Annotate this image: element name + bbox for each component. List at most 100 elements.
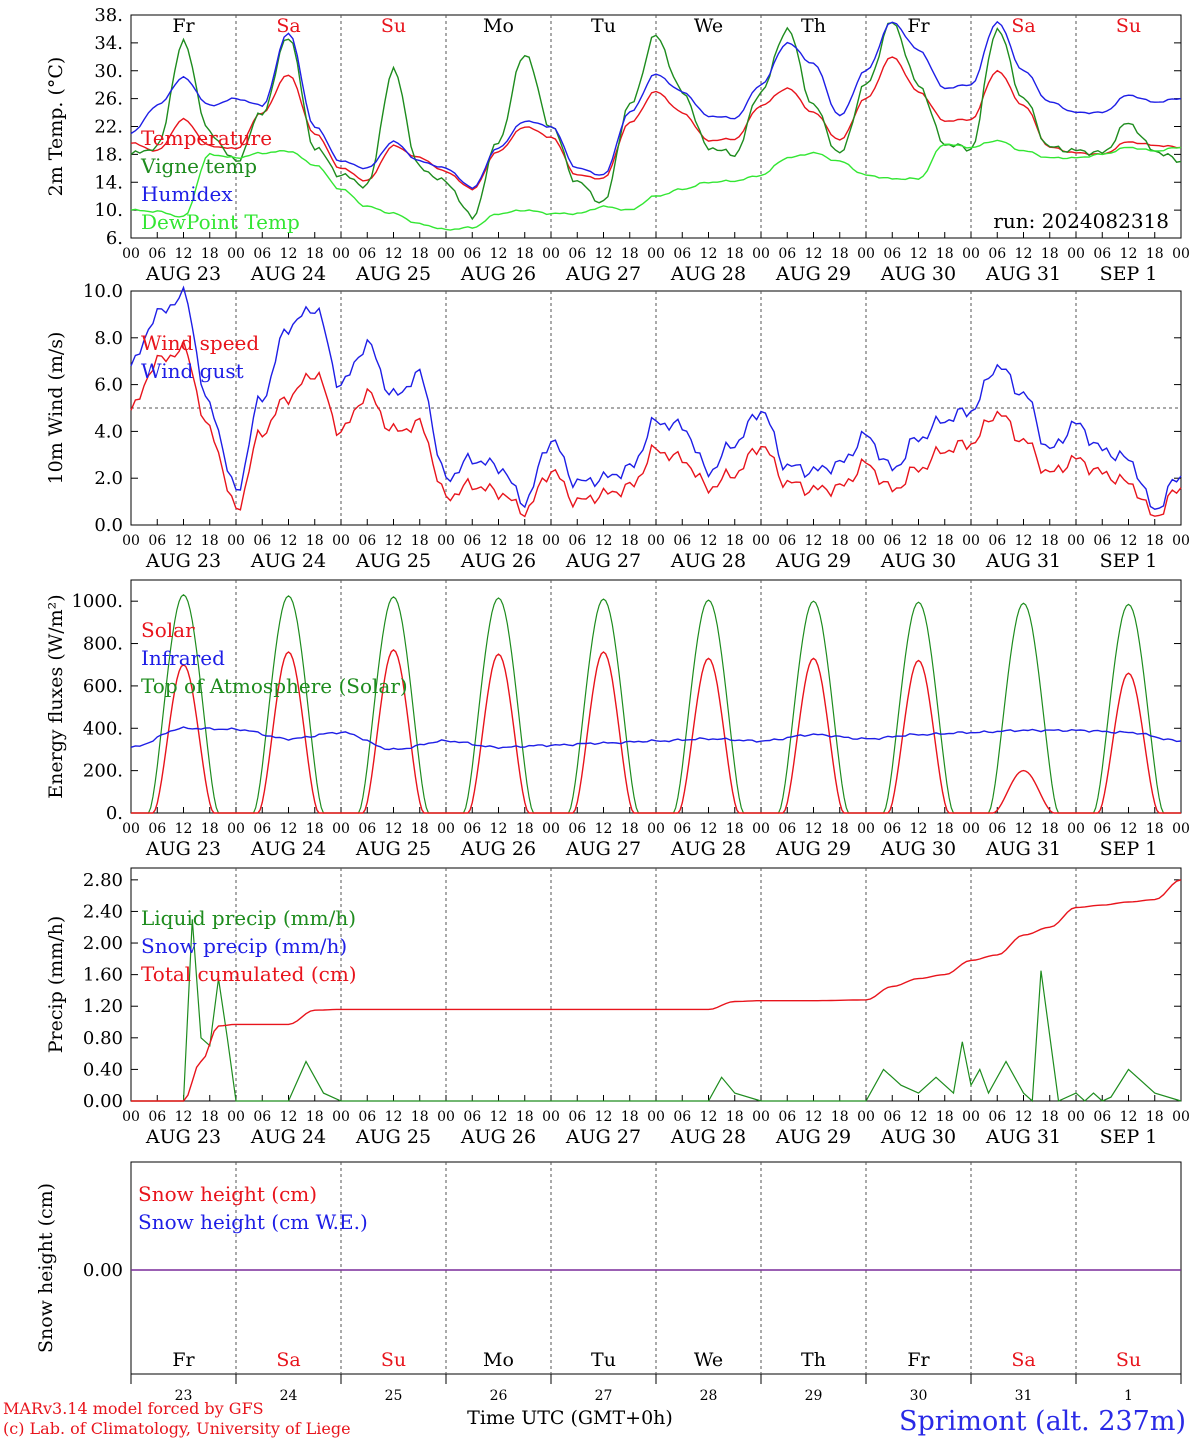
x-hour-tick: 12 <box>280 246 298 262</box>
x-date-label: AUG 24 <box>250 838 326 860</box>
x-hour-tick: 06 <box>568 533 586 549</box>
x-date-label: AUG 28 <box>670 1126 746 1148</box>
x-hour-tick: 00 <box>332 533 350 549</box>
x-hour-tick: 00 <box>122 821 140 837</box>
y-tick-label: 1.60 <box>83 965 123 986</box>
x-hour-tick: 06 <box>148 1109 166 1125</box>
x-hour-tick: 00 <box>1067 821 1085 837</box>
x-hour-tick: 06 <box>568 246 586 262</box>
y-tick-label: 30. <box>94 61 123 82</box>
x-hour-tick: 00 <box>857 533 875 549</box>
y-axis-label: 2m Temp. (°C) <box>45 57 67 197</box>
x-hour-tick: 00 <box>857 246 875 262</box>
x-date-label: AUG 29 <box>775 1126 851 1148</box>
x-hour-tick: 06 <box>568 1109 586 1125</box>
x-date-label: AUG 31 <box>985 263 1061 285</box>
x-hour-tick: 06 <box>253 533 271 549</box>
x-hour-tick: 06 <box>148 821 166 837</box>
y-tick-label: 600. <box>83 676 123 697</box>
y-tick-label: 400. <box>83 718 123 739</box>
legend-entry: Snow height (cm) <box>138 1182 317 1206</box>
x-hour-tick: 00 <box>962 1109 980 1125</box>
x-hour-tick: 06 <box>148 533 166 549</box>
x-hour-tick: 06 <box>463 1109 481 1125</box>
x-hour-tick: 18 <box>516 821 534 837</box>
x-hour-tick: 06 <box>568 821 586 837</box>
x-hour-tick: 06 <box>358 1109 376 1125</box>
x-hour-tick: 18 <box>726 533 744 549</box>
x-hour-tick: 12 <box>280 1109 298 1125</box>
x-hour-tick: 00 <box>647 533 665 549</box>
x-hour-tick: 00 <box>647 246 665 262</box>
x-date-label: AUG 29 <box>775 550 851 572</box>
x-date-label: AUG 26 <box>460 263 536 285</box>
x-date-label: AUG 24 <box>250 550 326 572</box>
y-tick-label: 18. <box>94 144 123 165</box>
x-hour-tick: 00 <box>437 821 455 837</box>
x-hour-tick: 18 <box>936 821 954 837</box>
x-date-label: AUG 23 <box>145 1126 221 1148</box>
x-date-label: AUG 28 <box>670 263 746 285</box>
x-date-label: AUG 25 <box>355 263 431 285</box>
x-hour-tick: 12 <box>1120 821 1138 837</box>
x-hour-tick: 18 <box>411 821 429 837</box>
y-tick-label: 14. <box>94 172 123 193</box>
legend-entry: Liquid precip (mm/h) <box>141 906 356 930</box>
x-date-label: AUG 29 <box>775 263 851 285</box>
x-date-label: SEP 1 <box>1100 1126 1158 1148</box>
x-hour-tick: 00 <box>857 1109 875 1125</box>
x-hour-tick: 06 <box>253 1109 271 1125</box>
series-line-temp-2 <box>130 20 1182 190</box>
x-date-label: AUG 30 <box>880 550 956 572</box>
legend-entry: Infrared <box>141 646 225 670</box>
x-hour-tick: 06 <box>358 533 376 549</box>
x-hour-tick: 18 <box>1041 533 1059 549</box>
x-hour-tick: 12 <box>490 821 508 837</box>
x-date-label: AUG 25 <box>355 550 431 572</box>
x-hour-tick: 12 <box>175 1109 193 1125</box>
station-name: Sprimont (alt. 237m) <box>899 1406 1186 1437</box>
x-hour-tick: 00 <box>332 821 350 837</box>
x-hour-tick: 12 <box>595 533 613 549</box>
y-axis-label: Precip (mm/h) <box>45 916 67 1054</box>
x-hour-tick: 18 <box>726 1109 744 1125</box>
y-tick-label: 0.00 <box>83 1091 123 1112</box>
x-hour-tick: 00 <box>227 821 245 837</box>
x-date-label: AUG 30 <box>880 1126 956 1148</box>
x-hour-tick: 12 <box>1015 533 1033 549</box>
x-hour-tick: 00 <box>962 246 980 262</box>
x-hour-tick: 06 <box>988 533 1006 549</box>
x-hour-tick: 06 <box>883 246 901 262</box>
x-hour-tick: 18 <box>1146 821 1164 837</box>
weekday-label: Su <box>381 15 406 37</box>
x-date-label: AUG 31 <box>985 550 1061 572</box>
x-hour-tick: 12 <box>490 1109 508 1125</box>
x-hour-tick: 18 <box>306 246 324 262</box>
x-date-label: AUG 26 <box>460 838 536 860</box>
lab-credit: (c) Lab. of Climatology, University of L… <box>3 1419 351 1438</box>
x-hour-tick: 12 <box>1015 246 1033 262</box>
legend-entry: Humidex <box>141 182 233 206</box>
x-hour-tick: 06 <box>988 821 1006 837</box>
x-hour-tick: 12 <box>280 821 298 837</box>
x-date-label: AUG 28 <box>670 838 746 860</box>
x-hour-tick: 00 <box>227 1109 245 1125</box>
x-hour-tick: 18 <box>1146 246 1164 262</box>
x-hour-tick: 06 <box>148 246 166 262</box>
x-date-label: AUG 23 <box>145 838 221 860</box>
day-number: 25 <box>385 1388 403 1404</box>
weekday-label: We <box>694 15 723 37</box>
y-tick-label: 8.0 <box>94 328 123 349</box>
x-date-label: AUG 30 <box>880 838 956 860</box>
x-hour-tick: 18 <box>936 1109 954 1125</box>
x-date-label: SEP 1 <box>1100 838 1158 860</box>
x-hour-tick: 00 <box>1172 1109 1190 1125</box>
x-hour-tick: 18 <box>831 1109 849 1125</box>
weekday-label: Th <box>801 15 826 37</box>
x-hour-tick: 18 <box>621 246 639 262</box>
legend-entry: Wind gust <box>141 359 244 383</box>
x-hour-tick: 06 <box>673 821 691 837</box>
x-hour-tick: 06 <box>358 821 376 837</box>
x-date-label: AUG 27 <box>565 1126 641 1148</box>
y-tick-label: 200. <box>83 761 123 782</box>
